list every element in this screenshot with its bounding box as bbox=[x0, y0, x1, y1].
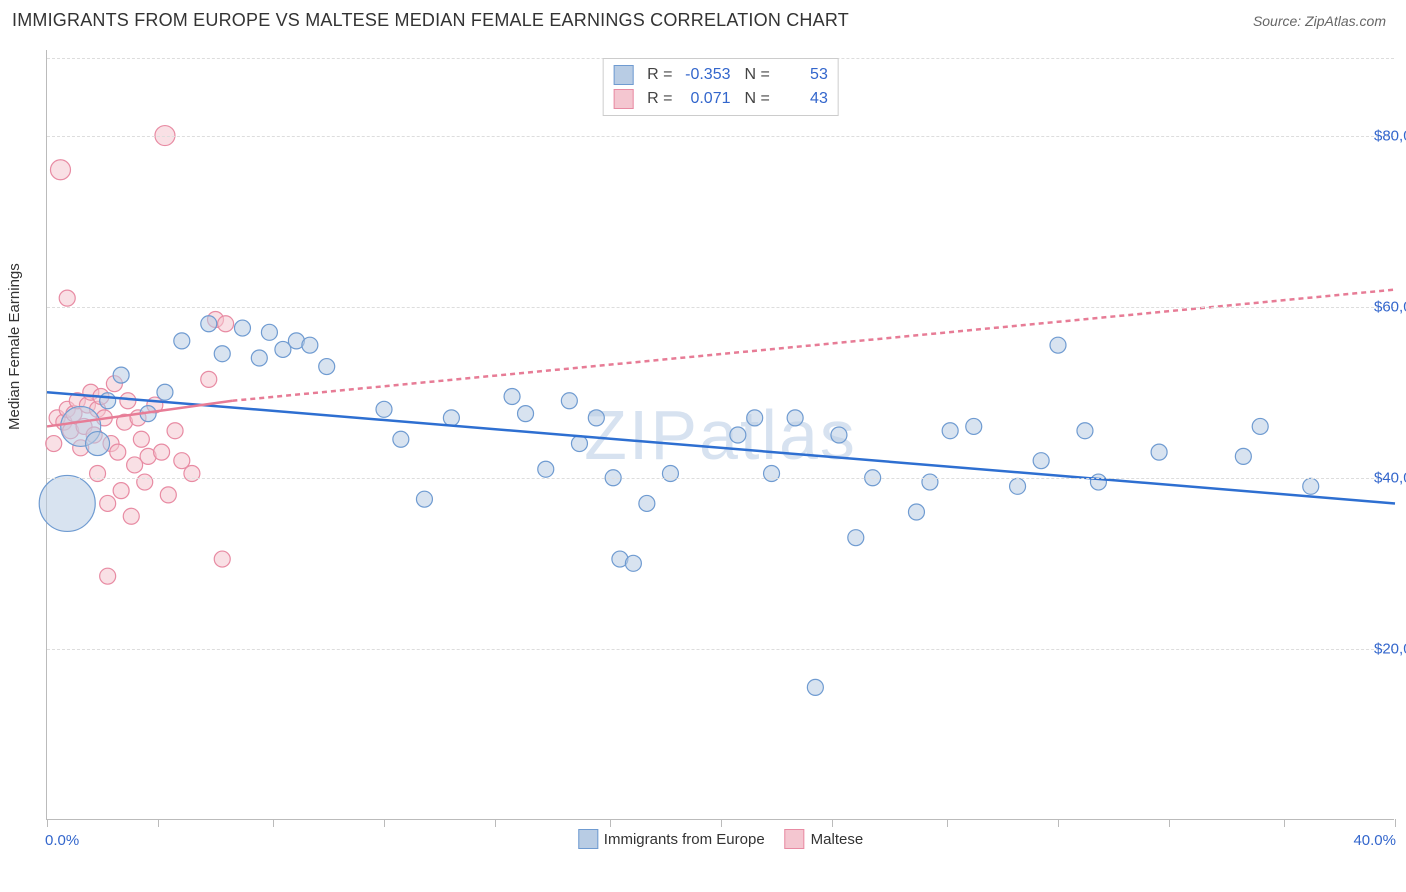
legend-item-0: Immigrants from Europe bbox=[578, 829, 765, 849]
x-tick bbox=[1395, 819, 1396, 827]
r-label: R = bbox=[647, 90, 672, 108]
x-tick bbox=[1284, 819, 1285, 827]
x-tick bbox=[947, 819, 948, 827]
chart-title: IMMIGRANTS FROM EUROPE VS MALTESE MEDIAN… bbox=[12, 10, 849, 31]
x-min-label: 0.0% bbox=[45, 832, 79, 849]
scatter-plot-svg bbox=[47, 50, 1394, 819]
x-tick bbox=[384, 819, 385, 827]
legend-label-0: Immigrants from Europe bbox=[604, 831, 765, 848]
x-tick bbox=[47, 819, 48, 827]
y-tick-label: $20,000 bbox=[1374, 640, 1406, 657]
chart-source: Source: ZipAtlas.com bbox=[1253, 13, 1386, 29]
r-value-0: -0.353 bbox=[681, 66, 731, 84]
x-tick bbox=[610, 819, 611, 827]
r-value-1: 0.071 bbox=[681, 90, 731, 108]
n-label: N = bbox=[745, 90, 770, 108]
legend-swatch-bottom-1 bbox=[785, 829, 805, 849]
legend-row-series-1: R = 0.071 N = 43 bbox=[613, 87, 828, 111]
n-label: N = bbox=[745, 66, 770, 84]
x-tick bbox=[1169, 819, 1170, 827]
series-legend: Immigrants from Europe Maltese bbox=[578, 829, 863, 849]
x-tick bbox=[721, 819, 722, 827]
x-tick bbox=[1058, 819, 1059, 827]
n-value-1: 43 bbox=[778, 90, 828, 108]
grid-line bbox=[47, 478, 1394, 479]
grid-line bbox=[47, 136, 1394, 137]
y-axis-label: Median Female Earnings bbox=[6, 263, 23, 430]
x-tick bbox=[158, 819, 159, 827]
chart-header: IMMIGRANTS FROM EUROPE VS MALTESE MEDIAN… bbox=[0, 0, 1406, 36]
legend-label-1: Maltese bbox=[811, 831, 864, 848]
x-tick bbox=[495, 819, 496, 827]
correlation-legend: R = -0.353 N = 53 R = 0.071 N = 43 bbox=[602, 58, 839, 116]
y-tick-label: $80,000 bbox=[1374, 127, 1406, 144]
legend-swatch-series-0 bbox=[613, 65, 633, 85]
grid-line bbox=[47, 649, 1394, 650]
chart-plot-area: ZIPatlas R = -0.353 N = 53 R = 0.071 N =… bbox=[46, 50, 1394, 820]
n-value-0: 53 bbox=[778, 66, 828, 84]
y-tick-label: $40,000 bbox=[1374, 469, 1406, 486]
x-tick bbox=[273, 819, 274, 827]
legend-swatch-bottom-0 bbox=[578, 829, 598, 849]
x-max-label: 40.0% bbox=[1353, 832, 1396, 849]
r-label: R = bbox=[647, 66, 672, 84]
x-tick bbox=[832, 819, 833, 827]
legend-row-series-0: R = -0.353 N = 53 bbox=[613, 63, 828, 87]
y-tick-label: $60,000 bbox=[1374, 298, 1406, 315]
legend-swatch-series-1 bbox=[613, 89, 633, 109]
legend-item-1: Maltese bbox=[785, 829, 864, 849]
grid-line bbox=[47, 307, 1394, 308]
